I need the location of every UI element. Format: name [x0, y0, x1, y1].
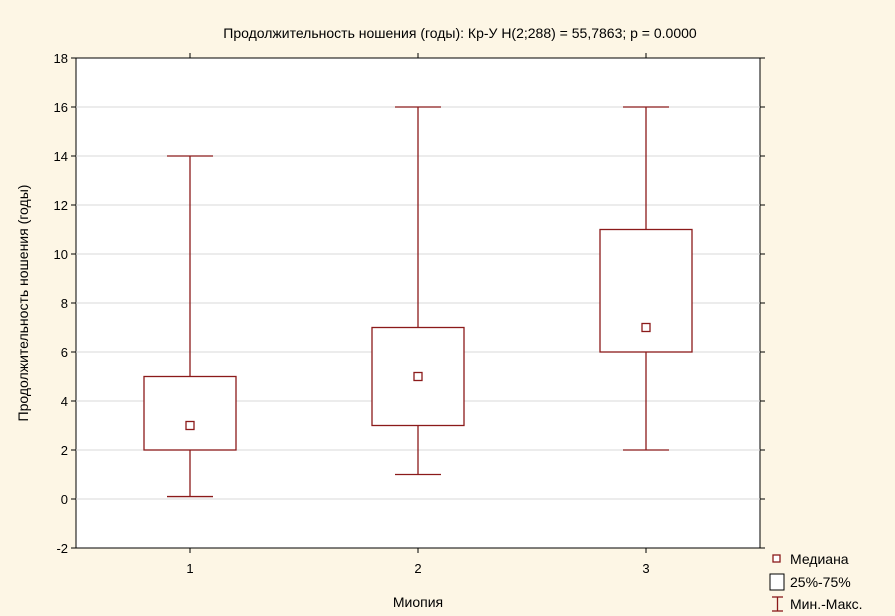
x-axis: 1 2 3 [186, 53, 650, 576]
legend-label: Мин.-Макс. [790, 596, 863, 612]
x-tick-label: 1 [186, 561, 193, 576]
legend-label: Медиана [790, 551, 849, 567]
y-tick-label: 18 [54, 51, 68, 66]
box-1 [143, 155, 237, 498]
box-2 [371, 106, 465, 476]
y-tick-label: 0 [61, 492, 68, 507]
legend-item: Мин.-Макс. [772, 596, 863, 612]
legend-item: Медиана [772, 551, 849, 567]
x-axis-label: Миопия [393, 594, 443, 610]
legend-label: 25%-75% [790, 574, 851, 590]
legend-box-symbol [769, 573, 785, 591]
y-axis-label: Продолжительность ношения (годы) [15, 185, 31, 422]
y-tick-label: 2 [61, 443, 68, 458]
box-series [143, 106, 693, 498]
iqr-box [143, 375, 237, 451]
y-tick-label: 16 [54, 100, 68, 115]
legend-item: 25%-75% [769, 573, 851, 591]
iqr-box [599, 228, 693, 353]
chart-title: Продолжительность ношения (годы): Кр-У H… [223, 25, 697, 41]
y-tick-label: 6 [61, 345, 68, 360]
y-tick-label: -2 [56, 541, 68, 556]
box-3 [599, 106, 693, 451]
y-tick-label: 14 [54, 149, 68, 164]
median-marker [185, 420, 195, 431]
y-tick-label: 4 [61, 394, 68, 409]
y-tick-label: 10 [54, 247, 68, 262]
y-tick-label: 8 [61, 296, 68, 311]
y-tick-label: 12 [54, 198, 68, 213]
x-tick-label: 2 [414, 561, 421, 576]
median-marker [413, 371, 423, 382]
y-axis: -2 0 2 4 6 8 10 12 14 16 18 [54, 51, 765, 556]
x-tick-label: 3 [642, 561, 649, 576]
legend: Медиана 25%-75% Мин.-Макс. [769, 551, 863, 612]
median-marker [641, 322, 651, 333]
legend-median-symbol [772, 554, 781, 563]
